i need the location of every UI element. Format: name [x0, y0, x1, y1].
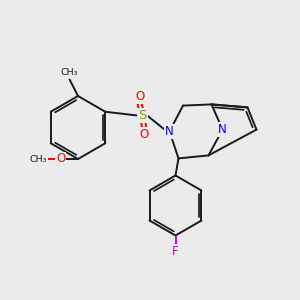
Text: F: F [172, 244, 179, 258]
Text: CH₃: CH₃ [29, 154, 47, 164]
Text: S: S [138, 109, 147, 122]
Text: O: O [140, 128, 148, 141]
Text: N: N [165, 125, 174, 138]
Text: O: O [136, 90, 145, 104]
Text: N: N [218, 123, 227, 136]
Text: CH₃: CH₃ [61, 68, 78, 77]
Text: O: O [56, 152, 65, 166]
